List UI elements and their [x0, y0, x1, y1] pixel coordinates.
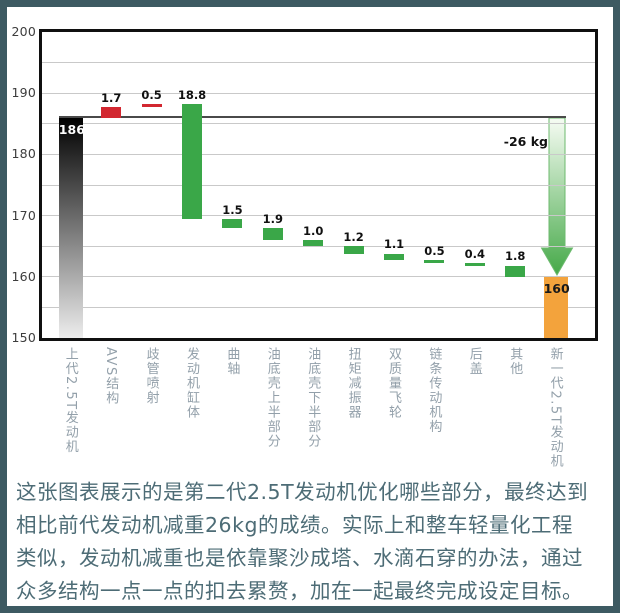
category-label: 其他 — [507, 347, 523, 376]
category-label: AVS结构 — [103, 347, 119, 406]
category-label: 上代2.5T发动机 — [62, 347, 78, 455]
total-reduction-annotation: -26 kg — [503, 134, 548, 149]
y-tick-label: 160 — [11, 268, 36, 284]
y-tick-label: 170 — [11, 207, 36, 223]
waterfall-bar — [303, 240, 324, 247]
bar-value-label: 0.5 — [141, 87, 162, 102]
category-label: 油底壳下半部分 — [305, 347, 321, 449]
gridline — [42, 123, 595, 125]
category-label: 双质量飞轮 — [386, 347, 401, 420]
y-tick-label: 200 — [11, 24, 36, 39]
waterfall-bar — [182, 104, 202, 220]
gridline — [42, 62, 595, 64]
bar-value-label: 1.1 — [383, 237, 405, 252]
category-label: 新一代2.5T发动机 — [547, 347, 563, 469]
y-tick-label: 150 — [11, 330, 36, 345]
gridline — [42, 153, 595, 155]
waterfall-bar: 186 — [58, 117, 85, 338]
category-label: 歧管喷射 — [143, 347, 159, 405]
waterfall-bar: 160 — [543, 276, 570, 338]
gridline — [42, 184, 595, 186]
y-tick-label: 190 — [11, 85, 36, 101]
category-label: 扭矩减振器 — [345, 347, 361, 420]
category-label: 后盖 — [466, 347, 482, 376]
bar-value-label: 1.8 — [505, 249, 526, 264]
waterfall-bar — [262, 228, 283, 241]
content-area: -26 kg 200 190 180 170 160 150 186 上代2.5T发动机 1.7… — [7, 7, 613, 606]
waterfall-bar — [343, 246, 364, 254]
waterfall-bar — [141, 104, 162, 108]
category-label: 发动机缸体 — [184, 347, 199, 420]
gridline — [42, 92, 595, 94]
gridline — [42, 245, 595, 247]
waterfall-bar — [101, 107, 122, 118]
bar-value-label: 18.8 — [177, 87, 207, 102]
waterfall-bar — [505, 265, 526, 277]
bar-value-label: 1.5 — [222, 202, 243, 217]
bar-value-label: 1.9 — [262, 211, 283, 226]
waterfall-bar — [384, 253, 404, 261]
waterfall-bar — [222, 219, 243, 229]
bar-value-label: 1.2 — [343, 229, 364, 244]
bar-value-label: 0.4 — [464, 246, 485, 261]
category-label: 曲轴 — [224, 347, 240, 376]
article-caption: 这张图表展示的是第二代2.5T发动机优化哪些部分，最终达到 相比前代发动机减重2… — [16, 480, 589, 603]
bar-value-label: 186 — [58, 121, 85, 137]
bar-value-label: 1.7 — [101, 90, 122, 105]
gridline — [42, 306, 595, 308]
gridline — [42, 276, 595, 278]
y-tick-label: 180 — [11, 146, 36, 162]
bar-value-label: 0.5 — [424, 243, 445, 258]
baseline-connector — [58, 115, 566, 118]
category-label: 油底壳上半部分 — [264, 347, 280, 449]
bar-value-label: 1.0 — [303, 223, 324, 238]
waterfall-bar — [464, 263, 485, 266]
gridline — [42, 215, 595, 217]
waterfall-bar — [424, 260, 445, 264]
bar-value-label: 160 — [543, 280, 570, 296]
category-label: 链条传动机构 — [426, 347, 442, 434]
